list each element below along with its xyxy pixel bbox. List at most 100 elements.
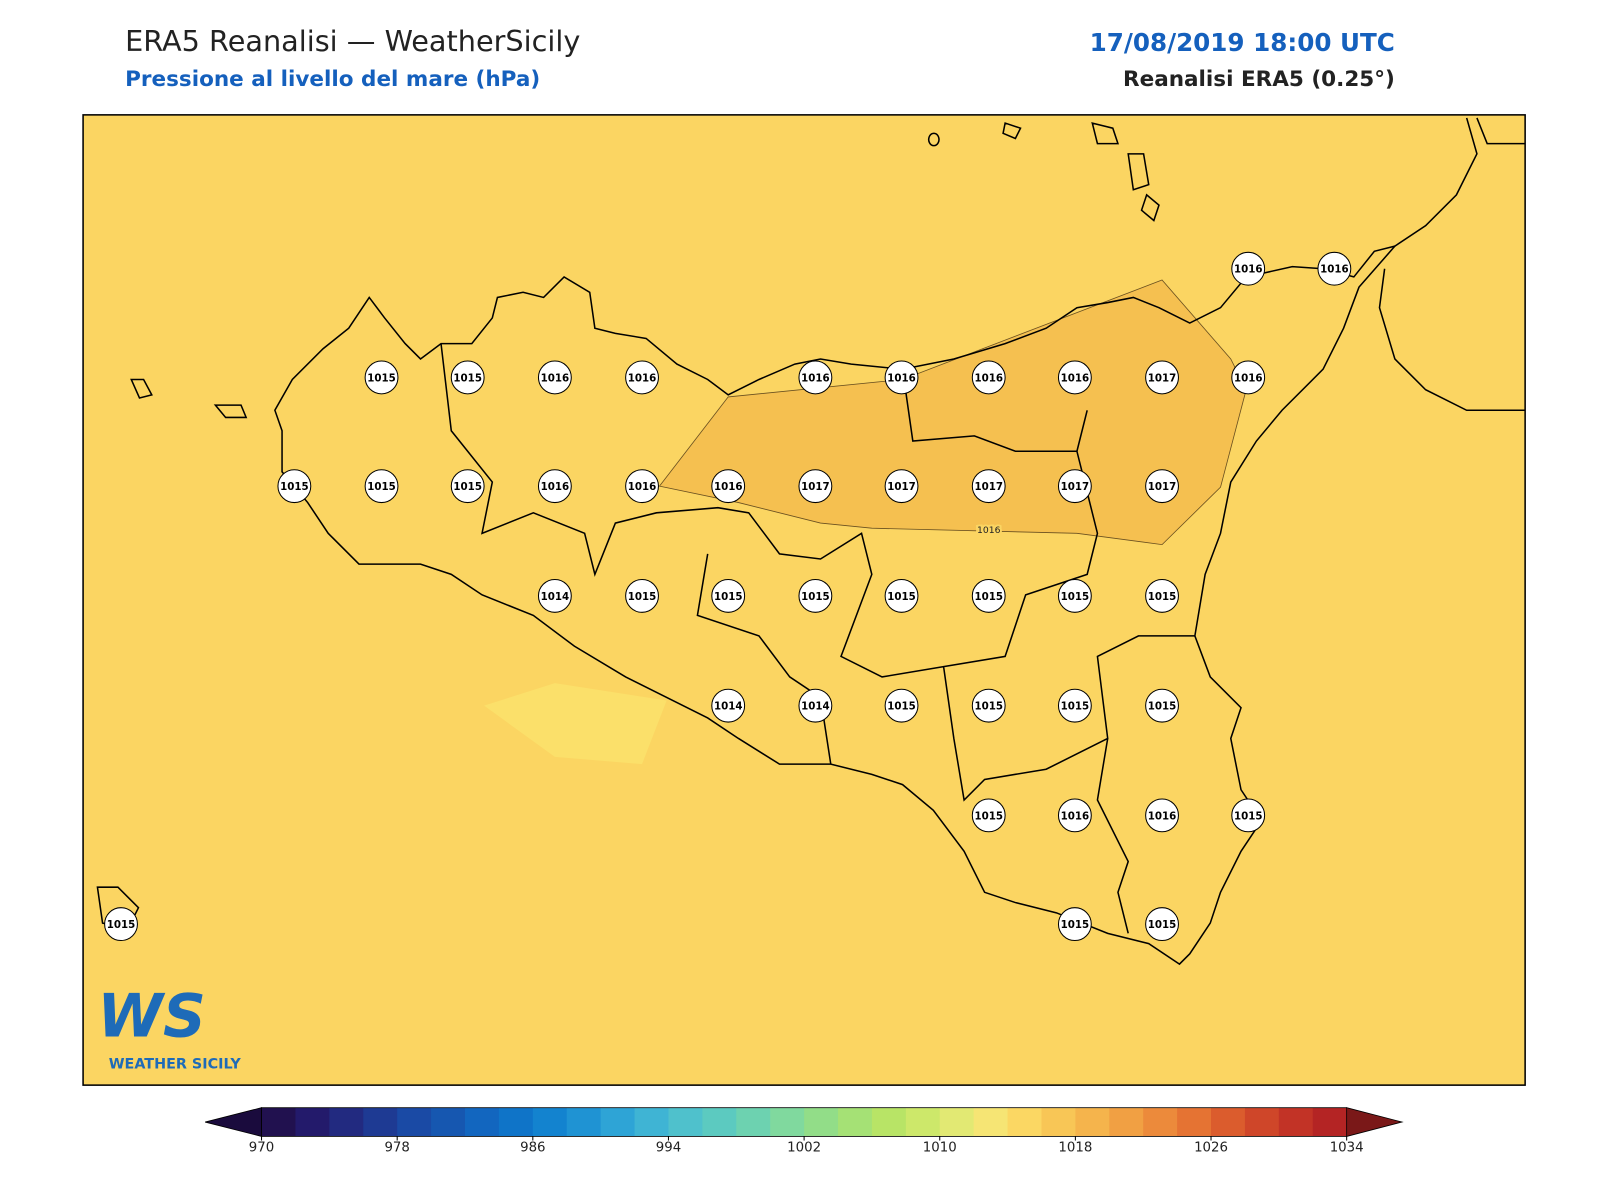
station-marker — [1317, 251, 1352, 286]
station-value: 1016 — [1061, 372, 1090, 384]
subtitle: Pressione al livello del mare (hPa) — [125, 67, 540, 92]
station-marker — [450, 360, 485, 395]
colorbar-bin — [329, 1107, 364, 1137]
islands — [96, 122, 1160, 930]
station-value: 1016 — [1320, 264, 1349, 276]
colorbar-bin — [770, 1107, 805, 1137]
station-marker — [625, 578, 659, 613]
colorbar-tick-label: 1018 — [1058, 1141, 1092, 1156]
contour-label: 1016 — [977, 525, 1001, 536]
station-value: 1016 — [1234, 264, 1263, 276]
station-value: 1017 — [801, 481, 830, 493]
station-marker — [1057, 907, 1092, 942]
station-value: 1017 — [974, 481, 1003, 493]
station-marker — [1057, 688, 1092, 723]
colorbar-extend-low — [205, 1107, 262, 1137]
station-marker — [1145, 907, 1179, 942]
station-value: 1015 — [367, 372, 396, 384]
colorbar-bin — [1244, 1107, 1280, 1137]
station-marker — [711, 578, 746, 613]
station-marker — [798, 688, 833, 723]
colorbar-extend-high — [1346, 1107, 1404, 1137]
station-value: 1017 — [887, 481, 916, 493]
colorbar-bin — [261, 1107, 296, 1137]
station-value: 1016 — [541, 481, 570, 493]
colorbar-bin — [566, 1107, 602, 1137]
station-marker — [1145, 578, 1179, 613]
colorbar-bin — [1177, 1107, 1212, 1137]
logo-text: WEATHER SICILY — [109, 1057, 242, 1073]
colorbar-bin — [600, 1107, 636, 1137]
province-borders — [440, 343, 1195, 934]
station-value: 1015 — [628, 591, 657, 603]
station-value: 1014 — [801, 701, 830, 713]
station-value: 1015 — [887, 701, 916, 713]
colorbar-bin — [702, 1107, 737, 1137]
station-value: 1015 — [801, 591, 830, 603]
colorbar-tick-label: 970 — [249, 1141, 274, 1156]
station-value: 1015 — [1148, 701, 1177, 713]
colorbar-bin — [1278, 1107, 1314, 1137]
colorbar-bin — [532, 1107, 568, 1137]
colorbar-bin — [431, 1107, 466, 1137]
station-marker — [625, 469, 659, 504]
station-value: 1016 — [801, 372, 830, 384]
station-marker — [884, 578, 919, 613]
station-value: 1015 — [1148, 919, 1177, 931]
sicily-coast — [274, 244, 1398, 966]
station-marker — [798, 469, 833, 504]
station-marker — [884, 360, 919, 395]
colorbar-bin — [1075, 1107, 1110, 1137]
source: Reanalisi ERA5 (0.25°) — [1123, 67, 1395, 92]
colorbar-tick-label: 1026 — [1194, 1141, 1228, 1156]
station-value: 1015 — [714, 591, 743, 603]
station-marker — [884, 688, 919, 723]
station-value: 1015 — [107, 919, 136, 931]
station-marker — [971, 469, 1006, 504]
colorbar-bin — [465, 1107, 500, 1137]
station-marker — [1231, 798, 1266, 833]
station-value: 1015 — [1061, 591, 1090, 603]
station-value: 1015 — [1148, 591, 1177, 603]
station-marker — [711, 469, 746, 504]
colorbar-tick-label: 994 — [656, 1141, 681, 1156]
colorbar-bin — [668, 1107, 703, 1137]
date: 17/08/2019 18:00 UTC — [1090, 28, 1395, 57]
colorbar-tick-label: 978 — [384, 1141, 409, 1156]
colorbar-bin — [1007, 1107, 1042, 1137]
station-value: 1016 — [1061, 810, 1090, 822]
station-marker — [1145, 688, 1179, 723]
station-marker — [1145, 469, 1179, 504]
colorbar-bin — [973, 1107, 1009, 1137]
logo-mark: WS — [97, 983, 205, 1052]
calabria-coast — [1378, 117, 1526, 412]
low-pressure-area — [484, 683, 667, 765]
station-value: 1015 — [1234, 810, 1263, 822]
colorbar-tick-label: 1002 — [787, 1141, 821, 1156]
title: ERA5 Reanalisi — WeatherSicily — [125, 24, 580, 58]
station-marker — [277, 469, 312, 504]
colorbar-bin — [804, 1107, 839, 1137]
colorbar-bin — [736, 1107, 771, 1137]
map-frame — [82, 114, 1526, 1086]
station-value: 1014 — [541, 591, 570, 603]
station-value: 1015 — [367, 481, 396, 493]
station-value: 1016 — [714, 481, 743, 493]
colorbar-bin — [871, 1107, 907, 1137]
station-marker — [798, 578, 833, 613]
station-marker — [450, 469, 485, 504]
station-value: 1015 — [453, 372, 482, 384]
colorbar-tick-label: 1010 — [923, 1141, 957, 1156]
station-value: 1016 — [974, 372, 1003, 384]
station-marker — [1231, 360, 1266, 395]
colorbar-bin — [498, 1107, 534, 1137]
colorbar-bin — [363, 1107, 398, 1137]
colorbar-bin — [1312, 1107, 1348, 1137]
colorbar-bin — [1211, 1107, 1246, 1137]
station-value: 1016 — [628, 481, 657, 493]
station-marker — [537, 578, 572, 613]
station-value: 1017 — [1148, 481, 1177, 493]
colorbar-bin — [939, 1107, 975, 1137]
station-value: 1016 — [1148, 810, 1177, 822]
